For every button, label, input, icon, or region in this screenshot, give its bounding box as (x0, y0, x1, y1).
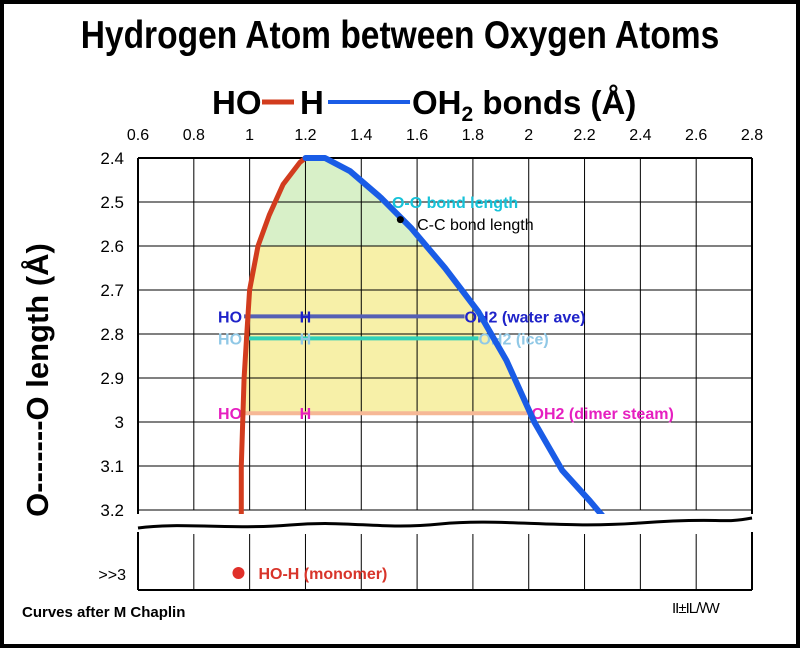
series-line-h-oh2 (302, 155, 610, 524)
legend-oh2-label: OH2 bonds (Å) (412, 84, 636, 122)
bond-level-h-label: H (300, 331, 312, 348)
y-tick-label-extra: >>3 (98, 567, 126, 584)
x-tick-label: 1.8 (462, 127, 484, 144)
x-tick-label: 2.4 (629, 127, 651, 144)
grid-layer (137, 157, 753, 591)
y-tick-label: 2.9 (100, 369, 124, 388)
bond-level-ho-label: HO (218, 331, 242, 348)
y-tick-label: 3.1 (100, 457, 124, 476)
bond-level-h-label: H (300, 406, 312, 423)
x-tick-label: 0.6 (127, 127, 149, 144)
y-tick-label: 2.6 (100, 237, 124, 256)
bond-level-ho-label: HO (218, 406, 242, 423)
axis-break-wave (137, 516, 753, 530)
x-tick-label: 1.4 (350, 127, 372, 144)
legend-ho-label: HO (212, 84, 262, 121)
legend-svg: HO H OH2 bonds (Å) (212, 84, 636, 126)
y-tick-label: 3 (115, 413, 124, 432)
ticks-layer: 0.6 0.8 1 1.2 1.4 1.6 1.8 2 2.2 2.4 2.6 2.8 2.4 2.5 2.… (98, 127, 763, 584)
axis-break-layer (134, 158, 756, 590)
bond-level-ho-label: HO (218, 309, 242, 326)
x-tick-label: 1 (245, 127, 254, 144)
annotation-cc-bond-length: C-C bond length (417, 217, 534, 234)
monomer-marker (232, 567, 245, 579)
bond-level-oh2-label: OH2 (water ave) (465, 309, 586, 326)
y-axis-label: O-------O length (Å) (20, 243, 55, 517)
x-tick-label: 2.2 (573, 127, 595, 144)
footer-credit: Curves after M Chaplin (22, 604, 186, 621)
series-line-ho-h (238, 155, 308, 522)
x-tick-label: 0.8 (183, 127, 205, 144)
y-tick-label: 2.8 (100, 325, 124, 344)
y-tick-label: 2.5 (100, 193, 124, 212)
legend-h-label: H (300, 84, 324, 121)
author-signature: II±IL/\/W (672, 600, 720, 617)
x-tick-label: 2 (524, 127, 533, 144)
cc-bond-marker (396, 216, 404, 224)
annotation-oo-bond-length: O-O bond length (392, 195, 518, 212)
series-layer (238, 155, 610, 524)
y-tick-label: 2.4 (100, 149, 124, 168)
monomer-label: HO-H (monomer) (258, 566, 387, 583)
bond-level-h-label: H (300, 309, 312, 326)
x-tick-label: 2.6 (685, 127, 707, 144)
chart-title: Hydrogen Atom between Oxygen Atoms (80, 14, 720, 57)
annotations-layer: O-O bond length C-C bond length HO-H (mono… (232, 195, 534, 583)
x-tick-label: 1.6 (406, 127, 428, 144)
y-tick-label: 2.7 (100, 281, 124, 300)
x-tick-label: 2.8 (741, 127, 763, 144)
y-tick-label: 3.2 (100, 501, 124, 520)
series-legend: HO H OH2 bonds (Å) (212, 82, 652, 126)
x-tick-label: 1.2 (294, 127, 316, 144)
bond-level-oh2-label: OH2 (dimer steam) (532, 406, 674, 423)
